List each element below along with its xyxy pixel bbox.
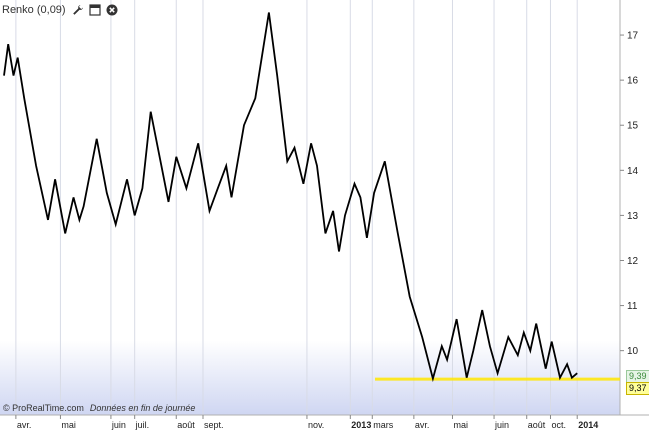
indicator-label: Renko (0,09)	[2, 4, 66, 16]
indicator-toolbar: Renko (0,09)	[2, 2, 119, 18]
data-note: Données en fin de journée	[89, 403, 196, 413]
y-tick-label: 16	[627, 76, 639, 87]
x-tick-label: mars	[373, 420, 393, 430]
plot-background	[0, 0, 620, 415]
x-tick-label: 2014	[578, 420, 598, 430]
y-axis: 10 11 12 13 14 15 16 17	[620, 31, 639, 357]
x-tick-label: juin	[111, 420, 126, 430]
copyright-text[interactable]: © ProRealTime.com	[3, 403, 84, 413]
y-tick-label: 12	[627, 256, 639, 267]
y-tick-label: 17	[627, 31, 639, 42]
y-tick-label: 10	[627, 346, 639, 357]
x-tick-label: mai	[61, 420, 76, 430]
window-icon[interactable]	[89, 4, 102, 17]
x-tick-label: sept.	[204, 420, 224, 430]
y-tick-label: 13	[627, 211, 639, 222]
x-tick-label: oct.	[551, 420, 566, 430]
close-icon[interactable]	[106, 4, 119, 17]
x-tick-label: 2013	[351, 420, 371, 430]
y-tick-label: 15	[627, 121, 639, 132]
vertical-gridlines	[15, 0, 578, 415]
x-axis: avr. mai juin juil. août sept. nov. 2013 mars avr…	[15, 415, 598, 430]
chart-footer: © ProRealTime.com Données en fin de jour…	[3, 403, 195, 413]
x-tick-label: nov.	[308, 420, 324, 430]
x-tick-label: avr.	[17, 420, 32, 430]
last-price-badge: 9,37	[626, 382, 649, 395]
wrench-icon[interactable]	[72, 4, 85, 17]
x-tick-label: août	[528, 420, 546, 430]
x-tick-label: juin	[494, 420, 509, 430]
x-tick-label: avr.	[415, 420, 430, 430]
x-tick-label: mai	[453, 420, 468, 430]
x-tick-label: août	[177, 420, 195, 430]
y-tick-label: 11	[627, 301, 638, 312]
price-series-line	[3, 12, 578, 383]
x-tick-label: juil.	[135, 420, 150, 430]
y-tick-label: 14	[627, 166, 639, 177]
